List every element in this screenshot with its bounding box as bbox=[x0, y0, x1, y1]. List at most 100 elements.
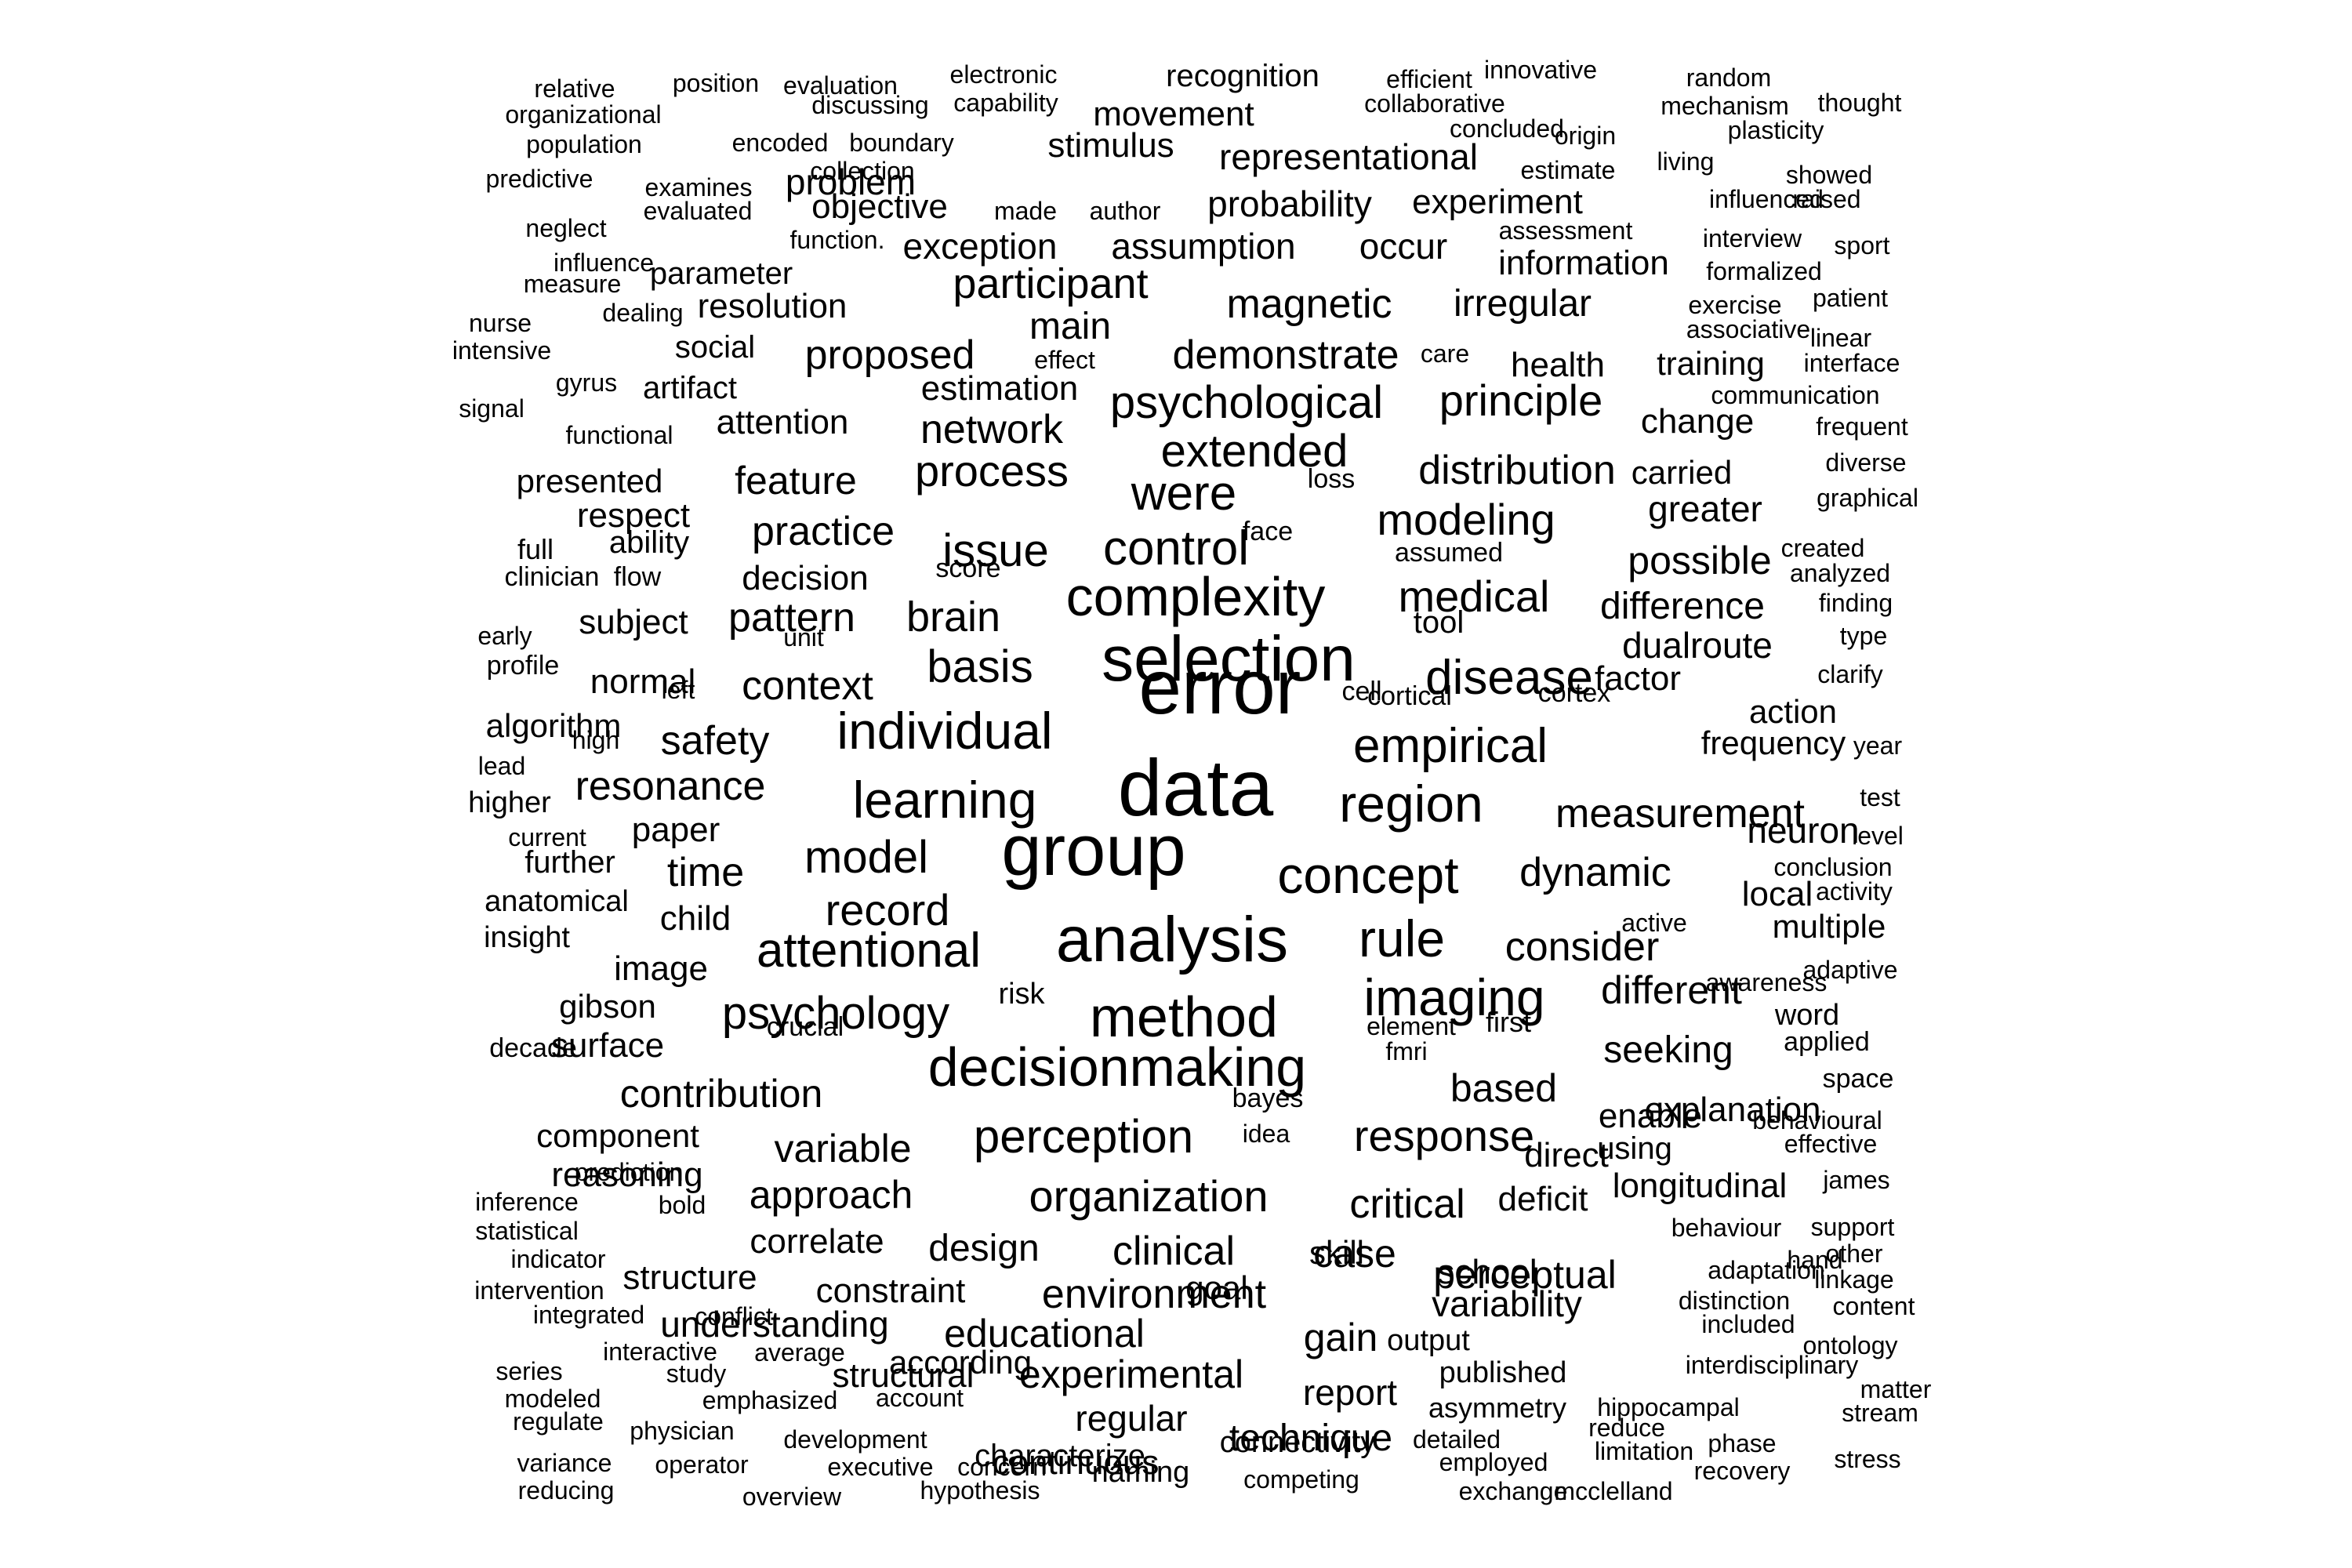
word-flow: flow bbox=[614, 562, 662, 592]
word-empirical: empirical bbox=[1353, 719, 1548, 773]
word-learning: learning bbox=[853, 771, 1037, 829]
word-local: local bbox=[1742, 875, 1813, 913]
word-first: first bbox=[1486, 1006, 1531, 1038]
word-extended: extended bbox=[1161, 426, 1348, 477]
word-estimation: estimation bbox=[921, 369, 1079, 408]
word-function: function. bbox=[790, 226, 885, 254]
word-multiple: multiple bbox=[1773, 908, 1886, 945]
word-environment: environment bbox=[1042, 1272, 1267, 1317]
word-attention: attention bbox=[717, 403, 849, 441]
word-anatomical: anatomical bbox=[485, 885, 629, 918]
word-adaptation: adaptation bbox=[1708, 1256, 1824, 1284]
word-safety: safety bbox=[661, 718, 770, 764]
word-face: face bbox=[1243, 517, 1293, 546]
word-other: other bbox=[1826, 1240, 1883, 1268]
word-dealing: dealing bbox=[602, 299, 683, 327]
word-social: social bbox=[675, 330, 755, 365]
word-network: network bbox=[920, 407, 1064, 452]
word-phase: phase bbox=[1708, 1429, 1776, 1457]
word-magnetic: magnetic bbox=[1227, 281, 1392, 327]
word-evaluation: evaluation bbox=[783, 71, 898, 100]
word-collaborative: collaborative bbox=[1364, 89, 1505, 118]
word-regulate: regulate bbox=[513, 1407, 604, 1436]
word-recovery: recovery bbox=[1694, 1457, 1791, 1485]
word-connectivity: connectivity bbox=[1220, 1426, 1376, 1459]
word-different: different bbox=[1601, 968, 1742, 1012]
word-author: author bbox=[1090, 197, 1161, 225]
word-plasticity: plasticity bbox=[1728, 116, 1824, 144]
word-representational: representational bbox=[1219, 136, 1478, 177]
word-resolution: resolution bbox=[698, 287, 848, 325]
word-direct: direct bbox=[1524, 1136, 1609, 1174]
word-process: process bbox=[915, 446, 1069, 495]
word-innovative: innovative bbox=[1484, 56, 1597, 84]
word-selection: selection bbox=[1102, 623, 1356, 695]
word-inference: inference bbox=[475, 1188, 579, 1216]
word-competing: competing bbox=[1243, 1465, 1359, 1494]
word-detailed: detailed bbox=[1413, 1425, 1501, 1454]
word-integrated: integrated bbox=[533, 1301, 644, 1329]
word-finding: finding bbox=[1819, 589, 1893, 617]
word-understanding: understanding bbox=[660, 1304, 889, 1345]
word-hand: hand bbox=[1787, 1246, 1842, 1274]
word-behavioural: behavioural bbox=[1752, 1106, 1882, 1134]
word-development: development bbox=[783, 1425, 927, 1454]
word-correlate: correlate bbox=[750, 1222, 884, 1261]
word-crucial: crucial bbox=[767, 1012, 844, 1042]
word-organization: organization bbox=[1029, 1171, 1268, 1221]
word-structural: structural bbox=[833, 1356, 975, 1395]
word-enable: enable bbox=[1599, 1097, 1702, 1135]
word-applied: applied bbox=[1784, 1027, 1870, 1057]
word-profile: profile bbox=[487, 651, 560, 681]
word-account: account bbox=[876, 1384, 964, 1412]
word-measurement: measurement bbox=[1555, 791, 1805, 837]
word-clinical: clinical bbox=[1112, 1229, 1235, 1274]
word-relative: relative bbox=[534, 74, 615, 103]
word-dynamic: dynamic bbox=[1519, 850, 1671, 895]
word-difference: difference bbox=[1600, 586, 1765, 627]
word-overview: overview bbox=[742, 1483, 842, 1511]
word-predictive: predictive bbox=[486, 165, 593, 193]
word-average: average bbox=[754, 1338, 845, 1367]
word-graphical: graphical bbox=[1817, 484, 1918, 512]
word-risk: risk bbox=[998, 978, 1045, 1011]
word-type: type bbox=[1840, 622, 1887, 650]
word-hypothesis: hypothesis bbox=[920, 1476, 1040, 1504]
word-assumption: assumption bbox=[1111, 226, 1295, 267]
word-medical: medical bbox=[1399, 572, 1550, 621]
word-exercise: exercise bbox=[1688, 291, 1781, 319]
word-tool: tool bbox=[1414, 605, 1465, 640]
word-psychology: psychology bbox=[722, 988, 949, 1039]
word-conflict: conflict bbox=[695, 1302, 773, 1330]
word-left: left bbox=[662, 676, 695, 704]
word-explanation: explanation bbox=[1644, 1091, 1820, 1129]
word-concept: concept bbox=[1277, 846, 1458, 904]
word-frequent: frequent bbox=[1816, 412, 1908, 441]
word-data: data bbox=[1118, 743, 1274, 833]
word-problem: problem bbox=[786, 162, 916, 202]
word-exchange: exchange bbox=[1459, 1477, 1568, 1505]
word-conclusion: conclusion bbox=[1773, 853, 1892, 881]
word-analyzed: analyzed bbox=[1790, 559, 1890, 587]
word-basis: basis bbox=[927, 641, 1033, 692]
word-influenced: influenced bbox=[1709, 185, 1824, 213]
word-concluded: concluded bbox=[1450, 114, 1564, 143]
word-dualroute: dualroute bbox=[1622, 625, 1773, 666]
word-component: component bbox=[536, 1117, 699, 1154]
word-intensive: intensive bbox=[452, 336, 551, 365]
word-patient: patient bbox=[1813, 284, 1888, 312]
word-created: created bbox=[1781, 534, 1865, 562]
word-training: training bbox=[1657, 345, 1765, 382]
word-interactive: interactive bbox=[603, 1338, 717, 1366]
word-distribution: distribution bbox=[1418, 448, 1615, 493]
word-rule: rule bbox=[1359, 909, 1445, 967]
word-linkage: linkage bbox=[1814, 1265, 1893, 1294]
word-linear: linear bbox=[1810, 324, 1872, 352]
word-further: further bbox=[524, 845, 615, 880]
word-report: report bbox=[1303, 1372, 1397, 1413]
word-school: school bbox=[1437, 1253, 1537, 1291]
word-structure: structure bbox=[622, 1258, 757, 1297]
word-carried: carried bbox=[1632, 454, 1732, 491]
word-prediction: prediction bbox=[575, 1158, 684, 1186]
word-functional: functional bbox=[566, 421, 673, 449]
